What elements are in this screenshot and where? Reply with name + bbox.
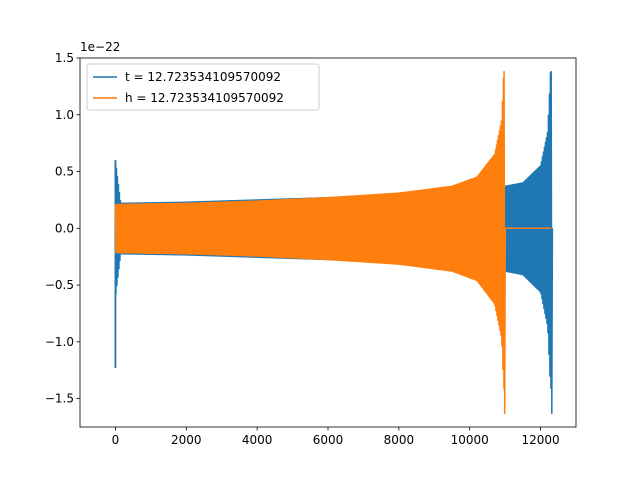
x-axis: 0 2000 4000 6000 8000 10000 12000 bbox=[112, 427, 560, 447]
y-tick-label: −1.5 bbox=[45, 392, 74, 406]
y-tick-label: 0.5 bbox=[55, 165, 74, 179]
x-tick-label: 10000 bbox=[451, 433, 489, 447]
y-axis: −1.5 −1.0 −0.5 0.0 0.5 1.0 1.5 bbox=[45, 51, 80, 406]
legend-label-h: h = 12.723534109570092 bbox=[125, 91, 284, 105]
legend: t = 12.723534109570092 h = 12.7235341095… bbox=[86, 63, 320, 111]
legend-label-t: t = 12.723534109570092 bbox=[125, 70, 281, 84]
x-tick-label: 0 bbox=[112, 433, 120, 447]
y-tick-label: 1.0 bbox=[55, 108, 74, 122]
y-offset-text: 1e−22 bbox=[80, 40, 120, 54]
y-tick-label: 1.5 bbox=[55, 51, 74, 65]
x-tick-label: 8000 bbox=[384, 433, 415, 447]
plot-area bbox=[114, 70, 554, 415]
y-tick-label: −0.5 bbox=[45, 278, 74, 292]
y-tick-label: 0.0 bbox=[55, 221, 74, 235]
series-line bbox=[114, 70, 507, 415]
series-h bbox=[114, 70, 552, 415]
x-tick-label: 4000 bbox=[242, 433, 273, 447]
legend-box bbox=[86, 63, 320, 111]
x-tick-label: 2000 bbox=[171, 433, 202, 447]
y-tick-label: −1.0 bbox=[45, 335, 74, 349]
x-tick-label: 6000 bbox=[313, 433, 344, 447]
x-tick-label: 12000 bbox=[521, 433, 559, 447]
